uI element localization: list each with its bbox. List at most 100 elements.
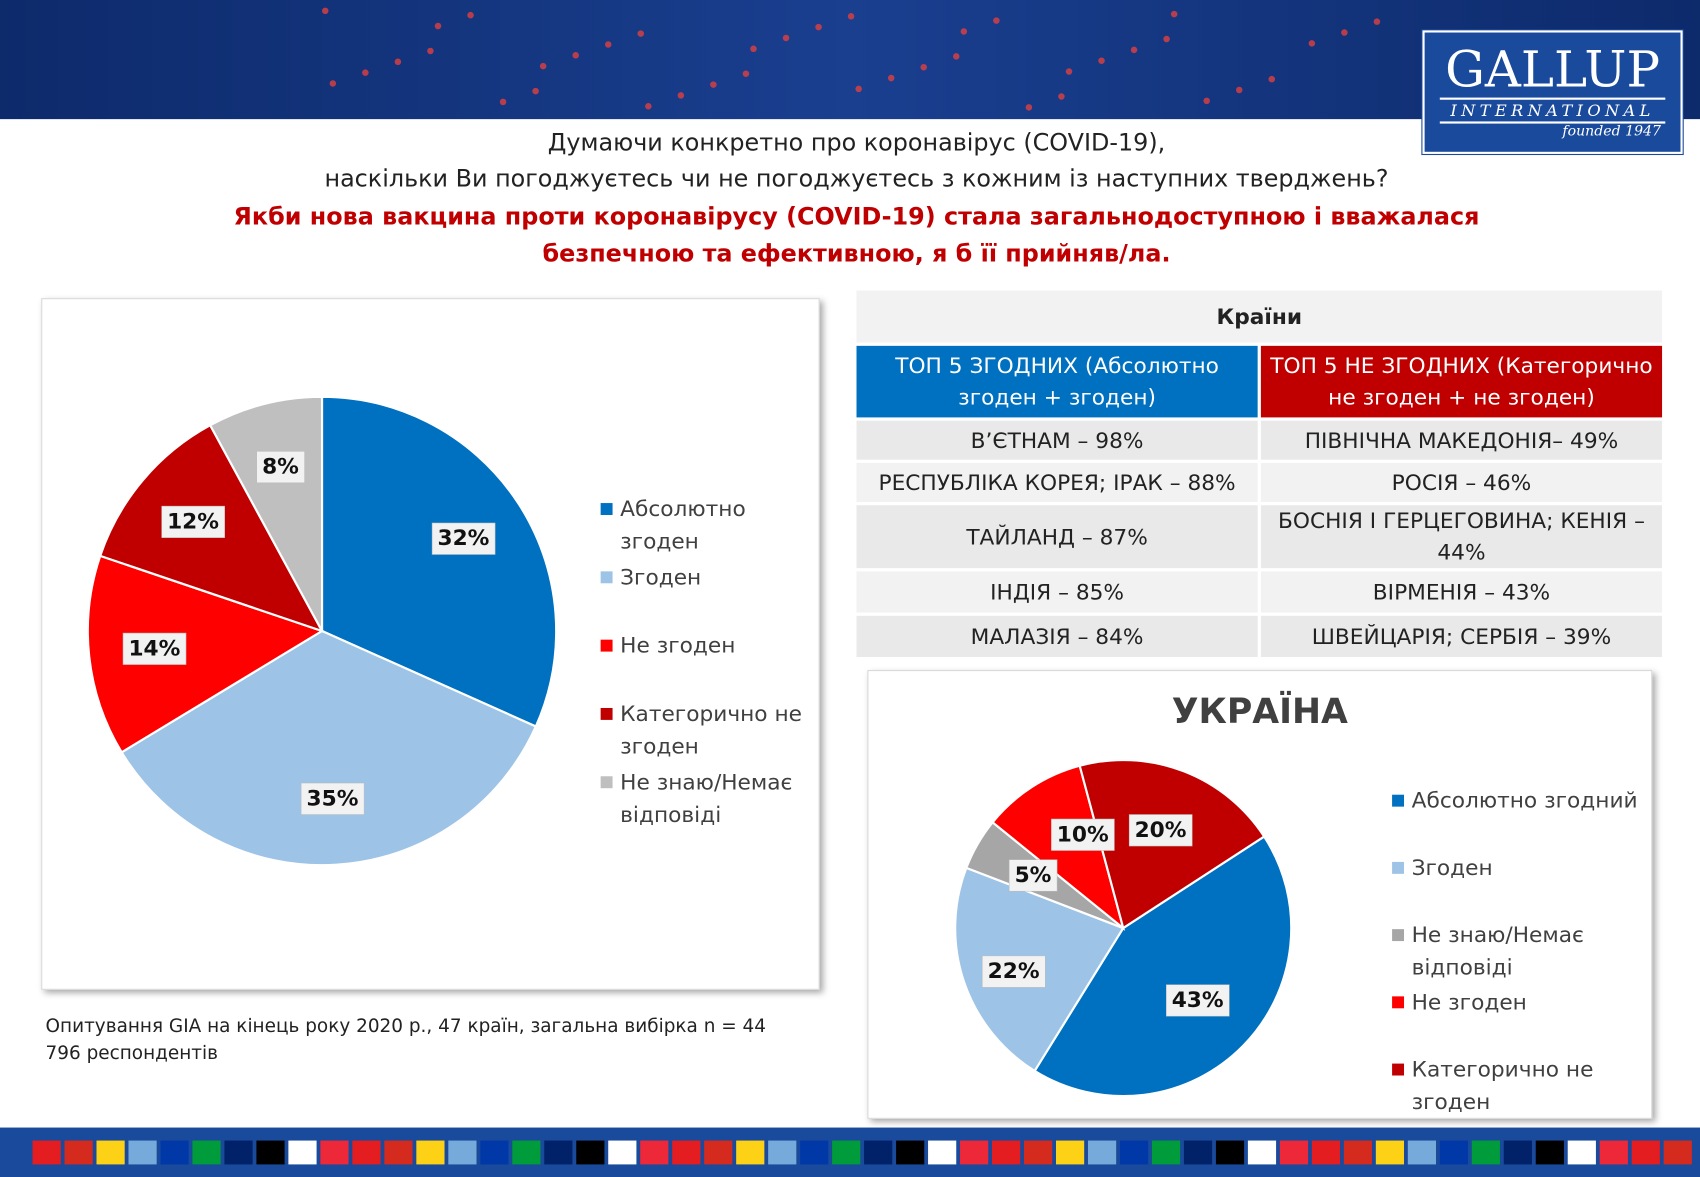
legend-label: Не знаю/Немає відповіді	[1411, 921, 1584, 981]
banner	[0, 0, 1700, 120]
column-header: ТОП 5 НЕ ЗГОДНИХ (Категорично не згоден …	[1260, 345, 1663, 418]
flag	[416, 1140, 445, 1165]
legend-swatch	[600, 503, 613, 515]
flag	[1663, 1140, 1692, 1165]
map-dot	[1203, 97, 1210, 105]
map-dot	[362, 69, 369, 76]
data-label-bg	[161, 505, 225, 538]
legend-label: Абсолютно згоден	[620, 495, 746, 555]
flag	[1535, 1140, 1564, 1165]
logo-founded: founded 1947	[1562, 123, 1661, 140]
legend-label: Не згоден	[620, 632, 736, 659]
flag	[1631, 1140, 1660, 1165]
table-cell: ПІВНІЧНА МАКЕДОНІЯ– 49%	[1260, 420, 1663, 460]
data-label: 10%	[1057, 822, 1109, 847]
title: Думаючи конкретно про коронавірус (COVID…	[547, 130, 1166, 158]
map-dot	[1025, 104, 1033, 111]
flag	[544, 1140, 573, 1165]
flag	[96, 1140, 125, 1165]
legend-item: Абсолютно згоден	[600, 492, 810, 557]
flag	[480, 1140, 509, 1165]
chart-title: УКРАЇНА	[1171, 690, 1348, 732]
flag	[928, 1140, 957, 1165]
logo-name: GALLUP	[1445, 40, 1661, 99]
legend-swatch	[600, 776, 613, 789]
table-row: ТАЙЛАНД – 87% БОСНІЯ І ГЕРЦЕГОВИНА; КЕНІЯ…	[856, 505, 1663, 569]
legend-swatch	[1392, 929, 1405, 942]
data-label: 22%	[988, 959, 1040, 984]
data-label-bg	[431, 522, 496, 555]
map-dot	[855, 85, 862, 93]
map-dot	[329, 80, 337, 87]
flag	[960, 1140, 989, 1165]
legend-label: Згоден	[620, 563, 702, 590]
legend-label: Категорично не згоден	[1411, 1055, 1594, 1115]
legend-swatch	[1392, 794, 1405, 807]
data-label-bg	[1051, 818, 1115, 851]
legend-item: Абсолютно згодний	[1392, 784, 1650, 817]
map-dot	[677, 92, 685, 99]
footnote: Опитування GIA на кінець року 2020 р., 4…	[45, 1015, 766, 1065]
map-dot	[604, 41, 612, 48]
flag	[992, 1140, 1021, 1165]
flag	[832, 1140, 861, 1165]
data-label-bg	[1128, 814, 1193, 847]
flags-bar	[0, 1127, 1700, 1177]
map-dot	[637, 30, 645, 37]
flag	[1375, 1140, 1405, 1165]
map-dot	[645, 102, 652, 110]
map-dot	[887, 74, 895, 82]
data-label: 43%	[1172, 988, 1224, 1013]
map-dot	[782, 34, 790, 42]
legend-item: Не знаю/Немає відповіді	[1392, 918, 1650, 983]
map-dot	[1098, 57, 1105, 64]
data-label-bg	[981, 955, 1046, 988]
flag	[1599, 1140, 1628, 1165]
flag	[1087, 1140, 1117, 1165]
legend-swatch	[1392, 861, 1405, 874]
map-dot	[467, 11, 474, 19]
flag	[1215, 1140, 1245, 1165]
table-cell: РОСІЯ – 46%	[1260, 462, 1663, 502]
legend-swatch	[1392, 1063, 1405, 1076]
legend-label: Не згоден	[1411, 988, 1527, 1015]
pie-slice	[320, 395, 558, 728]
flag	[512, 1140, 541, 1165]
table-cell: ВІРМЕНІЯ – 43%	[1260, 571, 1663, 613]
flag	[1343, 1140, 1373, 1165]
flag	[1439, 1140, 1468, 1165]
map-dot	[499, 98, 507, 106]
map-dot	[742, 70, 750, 77]
legend-swatch	[600, 707, 613, 720]
flag	[1183, 1140, 1213, 1165]
data-label: 14%	[128, 636, 180, 661]
flag	[1471, 1140, 1500, 1165]
table-cell: РЕСПУБЛІКА КОРЕЯ; ІРАК – 88%	[856, 462, 1258, 502]
pie-chart: 32% 35% 14% 12% 8%	[86, 395, 558, 867]
flag	[192, 1140, 221, 1165]
flag	[576, 1140, 605, 1165]
flag	[224, 1140, 253, 1165]
flag	[736, 1140, 765, 1165]
map-dot	[952, 53, 960, 60]
flag	[288, 1140, 317, 1165]
map-dot	[539, 62, 547, 70]
table-cell: ШВЕЙЦАРІЯ; СЕРБІЯ – 39%	[1260, 615, 1663, 658]
flag	[1024, 1140, 1053, 1165]
pie-slice	[120, 629, 538, 867]
map-dot	[572, 52, 579, 59]
flag	[320, 1140, 349, 1165]
table-row: В’ЄТНАМ – 98% ПІВНІЧНА МАКЕДОНІЯ– 49%	[856, 420, 1663, 460]
legend-item: Категорично не згоден	[1392, 1053, 1650, 1118]
data-label: 20%	[1135, 818, 1187, 843]
flags	[32, 1140, 1692, 1165]
flag	[704, 1140, 733, 1165]
flag	[160, 1140, 189, 1165]
map-dot	[1058, 93, 1065, 100]
map-dot	[1163, 35, 1170, 43]
map-dot	[750, 45, 757, 53]
flag	[768, 1140, 797, 1165]
data-label: 8%	[262, 455, 299, 480]
legend-item: Категорично не згоден	[600, 697, 810, 762]
